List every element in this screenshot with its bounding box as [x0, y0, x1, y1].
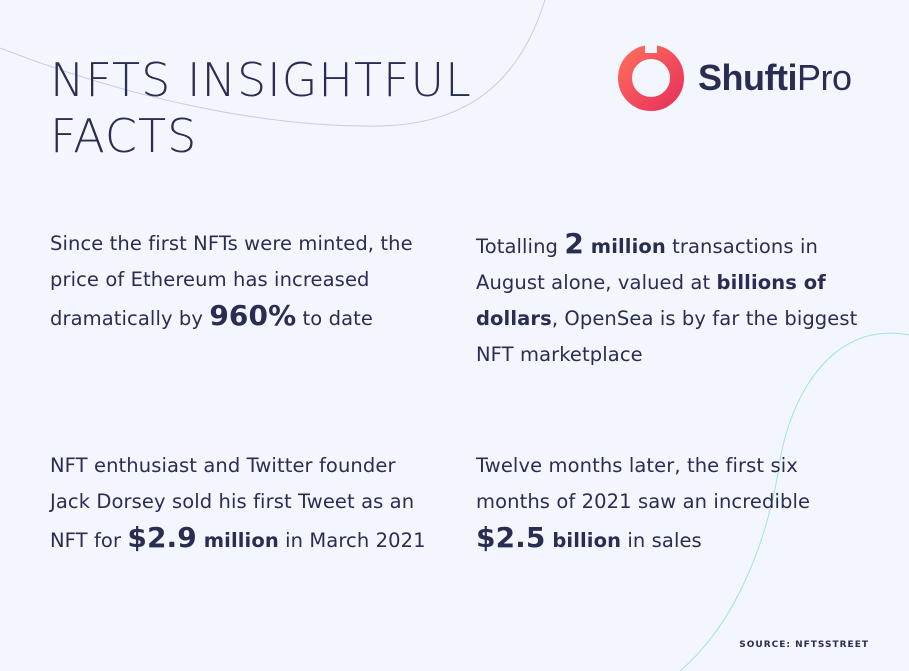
fact-highlight: 960% [209, 299, 297, 332]
fact-jack-dorsey: NFT enthusiast and Twitter founder Jack … [50, 448, 430, 559]
fact-2021-sales: Twelve months later, the first six month… [476, 448, 856, 559]
fact-ethereum-price: Since the first NFTs were minted, the pr… [50, 226, 430, 337]
source-credit: SOURCE: NFTSSTREET [739, 640, 869, 650]
fact-opensea: Totalling 2 million transactions in Augu… [476, 226, 861, 373]
logo-wordmark: ShuftiPro [698, 57, 852, 99]
fact-highlight: $2.9 [127, 521, 197, 554]
fact-emphasis: billions of dollars [476, 271, 826, 330]
fact-text: transactions in August alone, valued at [476, 235, 818, 294]
logo-word-light: Pro [796, 57, 852, 98]
fact-highlight-word: million [196, 529, 279, 552]
logo-word-bold: Shufti [698, 57, 797, 98]
fact-highlight: 2 [564, 227, 584, 260]
page-title: NFTS INSIGHTFUL FACTS [50, 52, 472, 164]
fact-highlight-word: billion [545, 529, 622, 552]
title-line-2: FACTS [50, 109, 198, 163]
logo-ring-icon [618, 43, 684, 111]
fact-text: in March 2021 [278, 529, 426, 552]
fact-text: Twelve months later, the first six month… [476, 454, 811, 513]
fact-text: NFT enthusiast and Twitter founder Jack … [50, 454, 415, 552]
brand-logo: ShuftiPro [616, 42, 852, 114]
fact-text: to date [296, 307, 373, 330]
fact-highlight-word: million [583, 235, 666, 258]
fact-text: Totalling [476, 235, 565, 258]
fact-text: Since the first NFTs were minted, the pr… [50, 232, 413, 330]
fact-highlight: $2.5 [476, 521, 546, 554]
fact-text: in sales [621, 529, 702, 552]
title-line-1: NFTS INSIGHTFUL [50, 53, 472, 107]
fact-text: , OpenSea is by far the biggest NFT mark… [476, 307, 858, 366]
